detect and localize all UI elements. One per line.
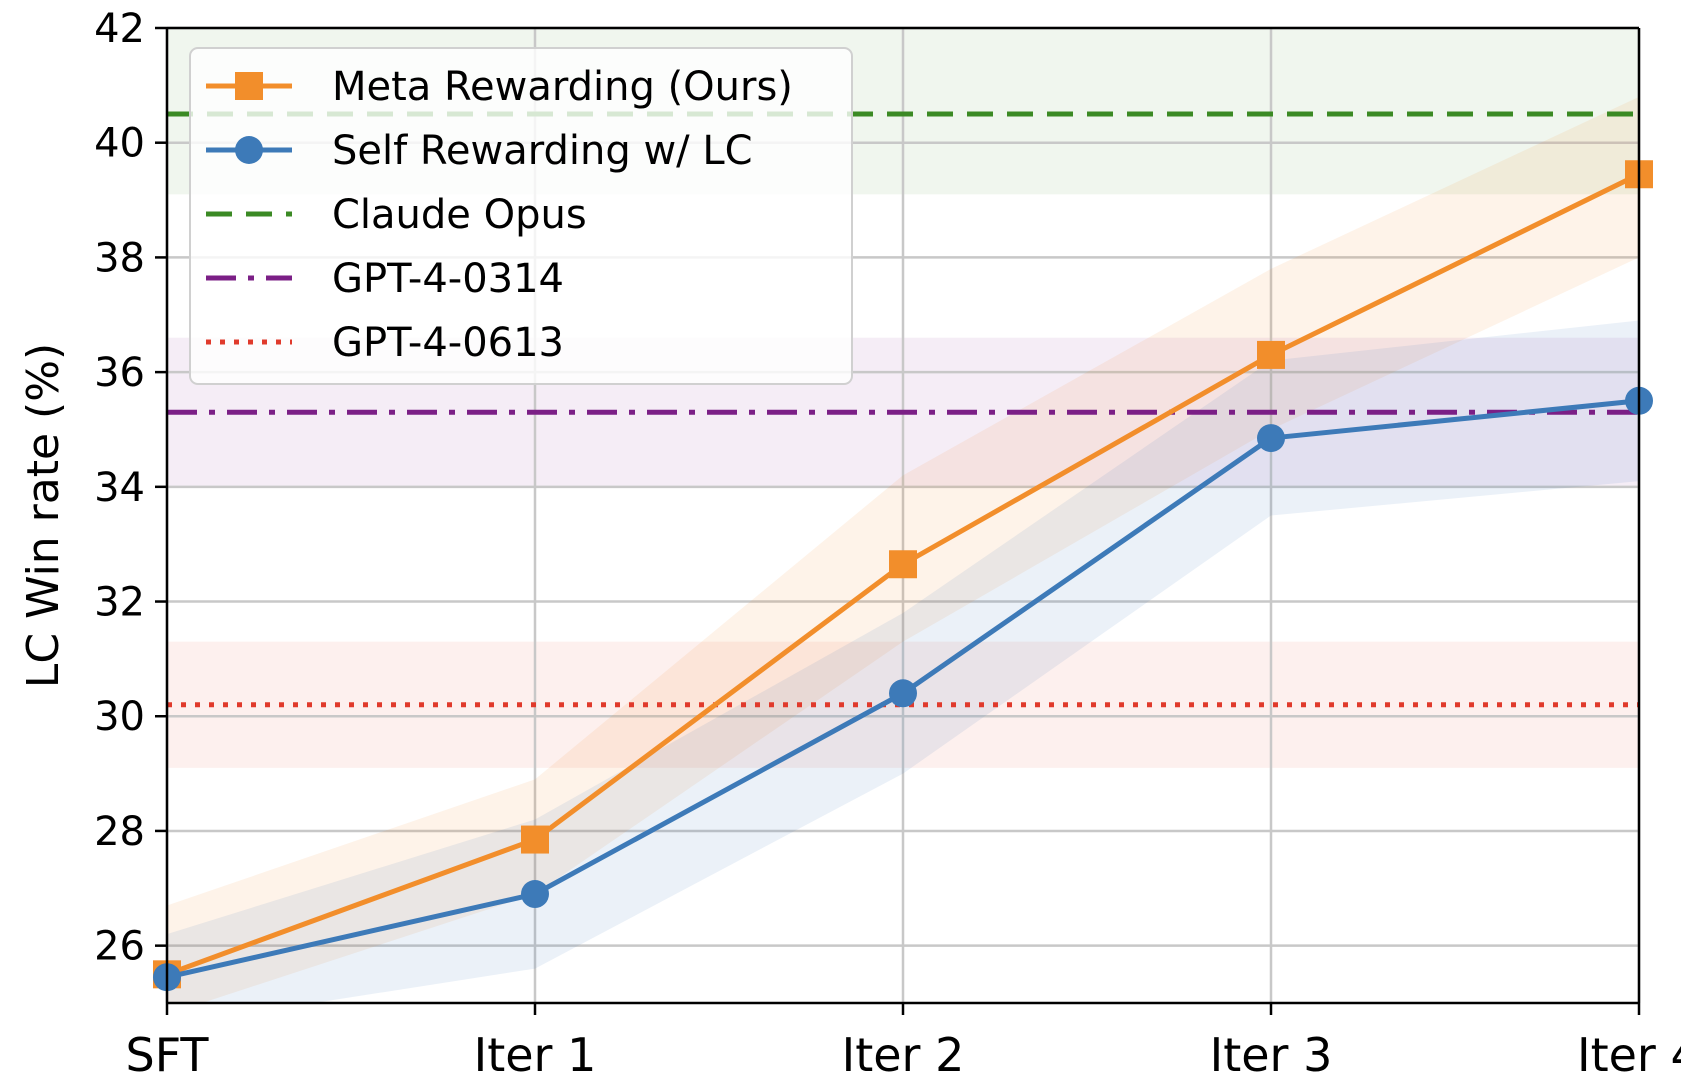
- point-self-rewarding-w-lc-iter-2: [889, 679, 917, 708]
- x-tick-label-iter-3: Iter 3: [1210, 1028, 1333, 1082]
- point-self-rewarding-w-lc-iter-3: [1257, 424, 1285, 453]
- point-meta-rewarding-ours-iter-2: [889, 550, 917, 579]
- x-tick-label-sft: SFT: [126, 1028, 210, 1082]
- point-self-rewarding-w-lc-iter-1: [521, 880, 549, 909]
- legend-marker-meta-rewarding-ours: [235, 72, 263, 100]
- y-axis-title: LC Win rate (%): [18, 343, 69, 688]
- point-meta-rewarding-ours-iter-3: [1257, 340, 1285, 369]
- legend: Meta Rewarding (Ours) Self Rewarding w/ L…: [189, 47, 853, 385]
- legend-box: [189, 47, 853, 385]
- legend-label-meta-rewarding-ours: Meta Rewarding (Ours): [332, 64, 793, 110]
- legend-label-gpt-4-0314: GPT-4-0314: [332, 256, 564, 302]
- y-tick-label-26: 26: [94, 924, 145, 970]
- point-meta-rewarding-ours-iter-1: [521, 825, 549, 854]
- legend-label-gpt-4-0613: GPT-4-0613: [332, 320, 564, 366]
- series-lines: [153, 160, 1653, 992]
- axes: [165, 26, 1641, 1005]
- y-tick-label-32: 32: [94, 580, 145, 626]
- legend-label-self-rewarding-w-lc: Self Rewarding w/ LC: [332, 128, 753, 174]
- legend-marker-self-rewarding-w-lc: [235, 136, 263, 164]
- legend-label-claude-opus: Claude Opus: [332, 192, 587, 238]
- x-tick-label-iter-1: Iter 1: [474, 1028, 597, 1082]
- y-tick-label-42: 42: [94, 6, 145, 52]
- x-tick-label-iter-2: Iter 2: [842, 1028, 965, 1082]
- band-meta-rewarding-ours: [167, 96, 1639, 1003]
- y-tick-label-34: 34: [94, 465, 145, 511]
- y-tick-label-28: 28: [94, 809, 145, 855]
- tick-labels: 26 28 30 32 34 36 38 40 42 SFT Iter 1 Iter 2 Iter 3 I…: [94, 6, 1681, 1082]
- x-tick-label-iter-4: Iter 4: [1577, 1028, 1681, 1082]
- y-tick-label-40: 40: [94, 121, 145, 167]
- y-tick-label-36: 36: [94, 350, 145, 396]
- y-tick-label-30: 30: [94, 694, 145, 740]
- y-tick-label-38: 38: [94, 235, 145, 281]
